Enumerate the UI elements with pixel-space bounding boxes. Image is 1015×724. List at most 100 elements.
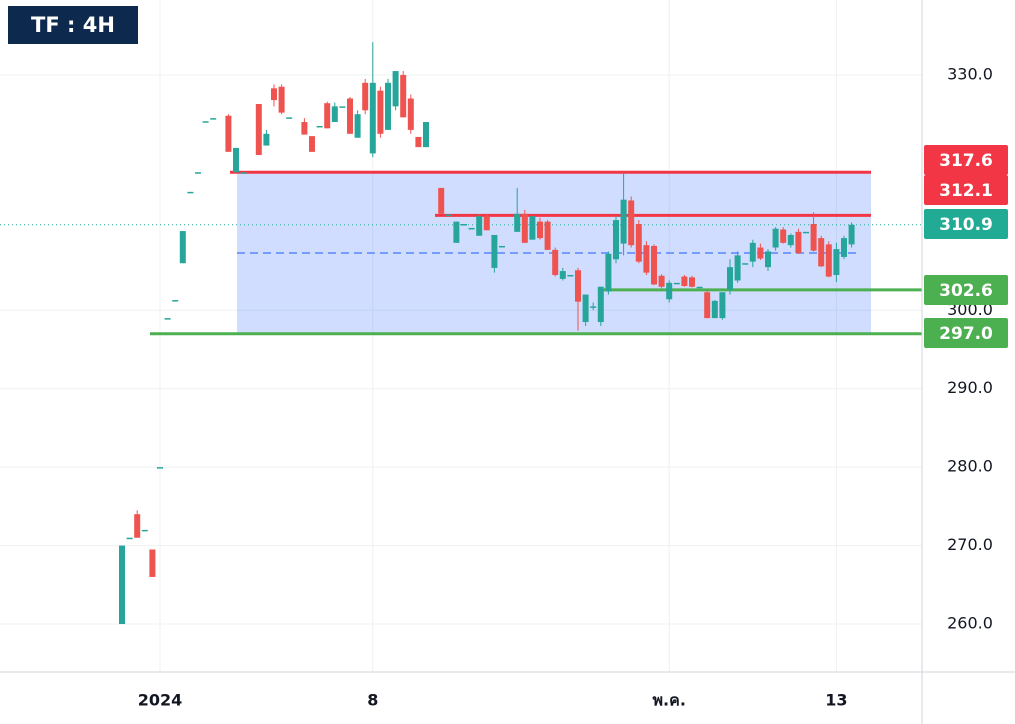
- candle-body: [635, 224, 642, 262]
- candle-body: [149, 549, 156, 577]
- candle-body: [187, 191, 194, 194]
- candle-body: [605, 253, 612, 292]
- candle-body: [787, 234, 794, 246]
- candle-body: [301, 122, 308, 135]
- candle-body: [347, 98, 353, 134]
- candle-body: [719, 292, 726, 319]
- candle-body: [658, 275, 665, 287]
- candle-body: [233, 147, 239, 173]
- candle-body: [240, 172, 247, 174]
- candle-body: [613, 220, 619, 260]
- candle-body: [202, 121, 209, 123]
- candle-body: [772, 228, 779, 248]
- candle-body: [848, 224, 855, 245]
- candle-body: [696, 286, 703, 289]
- y-tick-label: 280.0: [947, 457, 993, 476]
- x-tick-label: พ.ค.: [652, 691, 685, 710]
- overlays: [0, 170, 922, 336]
- candle-body: [141, 529, 148, 532]
- candle-body: [119, 545, 125, 624]
- y-tick-label: 270.0: [947, 535, 993, 554]
- candle-body: [582, 294, 589, 323]
- candle-body: [445, 214, 452, 217]
- candle-body: [263, 133, 270, 146]
- candle-body: [286, 117, 293, 119]
- candle-body: [734, 255, 741, 281]
- candle-body: [476, 216, 483, 236]
- price-tag: [924, 145, 1008, 175]
- candle-body: [377, 90, 384, 134]
- candle-body: [134, 514, 141, 538]
- price-tag: [924, 275, 1008, 305]
- candle-body: [195, 172, 201, 174]
- candle-body: [255, 104, 262, 155]
- candle-body: [810, 224, 817, 251]
- candle-body: [157, 467, 163, 469]
- candle-body: [689, 277, 695, 287]
- price-tag-label: 297.0: [939, 324, 993, 344]
- candle-body: [483, 216, 490, 231]
- candle-body: [666, 282, 673, 300]
- candle-body: [468, 227, 475, 230]
- candle-body: [704, 292, 711, 319]
- candle-body: [491, 234, 498, 268]
- candle-body: [673, 282, 680, 285]
- candle-body: [316, 125, 323, 128]
- candle-body: [126, 537, 133, 540]
- candle-body: [324, 103, 331, 129]
- candle-body: [521, 213, 528, 243]
- y-tick-label: 260.0: [947, 614, 993, 633]
- candle-body: [537, 221, 543, 239]
- candle-body: [423, 122, 429, 148]
- candle-body: [727, 267, 733, 290]
- x-tick-label: 2024: [138, 691, 183, 710]
- candle-body: [628, 200, 635, 246]
- price-tag: [924, 175, 1008, 205]
- candle-body: [757, 247, 764, 259]
- candle-body: [407, 98, 414, 130]
- candle-body: [567, 274, 574, 277]
- x-tick-label: 13: [825, 691, 847, 710]
- candle-body: [210, 118, 217, 120]
- price-tag-label: 310.9: [939, 215, 993, 235]
- candle-body: [825, 244, 832, 277]
- candle-body: [415, 136, 422, 148]
- candle-body: [179, 231, 186, 264]
- candle-body: [385, 82, 391, 130]
- candle-body: [841, 238, 847, 257]
- candle-body: [597, 286, 604, 323]
- candle-body: [438, 187, 445, 214]
- candle-body: [400, 74, 407, 118]
- candle-body: [681, 276, 688, 286]
- x-tick-label: 8: [367, 691, 378, 710]
- candle-body: [461, 224, 467, 226]
- candle-body: [559, 271, 566, 279]
- candle-body: [392, 71, 399, 107]
- candle-body: [529, 216, 536, 240]
- candle-body: [309, 136, 315, 152]
- price-tag-label: 317.6: [939, 151, 993, 171]
- candle-body: [749, 242, 756, 262]
- price-tag: [924, 209, 1008, 239]
- price-tag-label: 312.1: [939, 181, 993, 201]
- candle-body: [651, 245, 657, 285]
- candle-body: [818, 238, 825, 267]
- candle-body: [514, 213, 521, 232]
- candle-body: [453, 221, 460, 243]
- candle-body: [362, 82, 369, 111]
- candle-body: [225, 115, 232, 152]
- grid: [0, 0, 922, 672]
- candle-body: [544, 221, 551, 250]
- candle-body: [620, 199, 627, 244]
- candle-body: [164, 318, 171, 320]
- candle-body: [780, 229, 787, 243]
- candle-body: [339, 106, 346, 108]
- candle-body: [331, 106, 338, 123]
- candle-body: [833, 249, 840, 275]
- title-box: [8, 6, 138, 44]
- candle-body: [795, 231, 802, 254]
- price-tag-label: 302.6: [939, 281, 993, 301]
- candle-body: [590, 306, 597, 308]
